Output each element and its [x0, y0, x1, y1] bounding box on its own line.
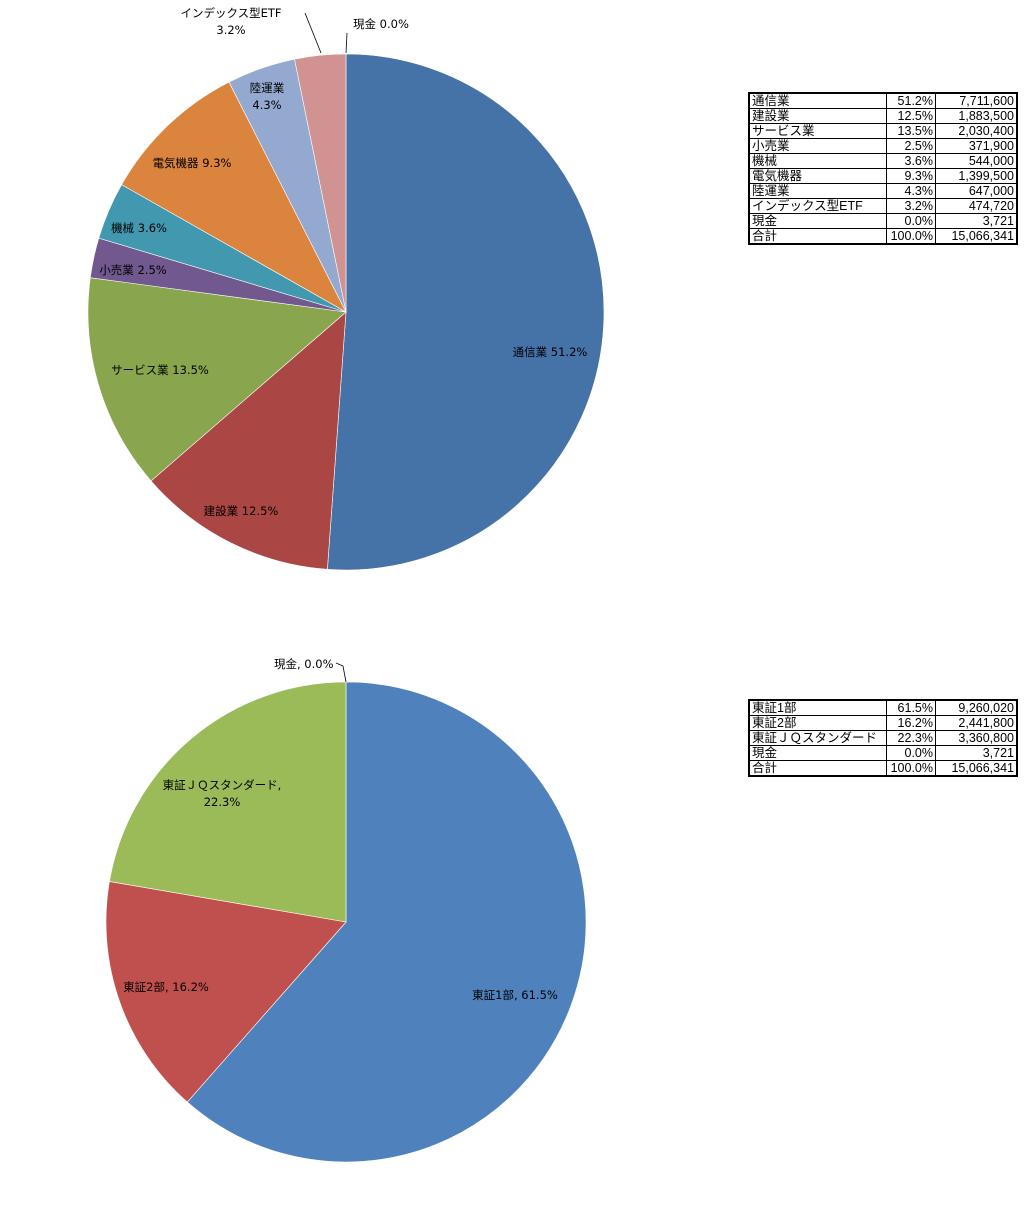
table-row: 小売業 2.5% 371,900	[749, 138, 1017, 154]
table-cell-percent: 100.0%	[886, 760, 936, 776]
slice-label: サービス業 13.5%	[111, 363, 209, 377]
leader-line	[335, 662, 347, 683]
pie-slice	[87, 277, 347, 482]
table-cell-name: 電気機器	[749, 168, 887, 184]
slice-label: 通信業 51.2%	[513, 345, 588, 359]
pie-slice	[294, 53, 347, 313]
table-cell-percent: 3.6%	[886, 153, 936, 169]
table-cell-amount: 1,883,500	[935, 108, 1017, 124]
table-row: 東証1部 61.5% 9,260,020	[749, 700, 1017, 716]
slice-label: 東証1部, 61.5%	[472, 988, 558, 1002]
table-cell-percent: 9.3%	[886, 168, 936, 184]
table-cell-amount: 15,066,341	[935, 228, 1017, 244]
table-cell-amount: 3,721	[935, 213, 1017, 229]
slice-label: 機械 3.6%	[111, 221, 167, 235]
pie-slice	[186, 681, 587, 1163]
table-cell-name: 合計	[749, 760, 887, 776]
table-row: 電気機器 9.3% 1,399,500	[749, 168, 1017, 184]
slice-label: 電気機器 9.3%	[153, 156, 232, 170]
table-cell-percent: 13.5%	[886, 123, 936, 139]
table-cell-amount: 3,360,800	[935, 730, 1017, 746]
table-row: 東証ＪＱスタンダード 22.3% 3,360,800	[749, 730, 1017, 746]
table-cell-name: 東証ＪＱスタンダード	[749, 730, 887, 746]
table-cell-amount: 3,721	[935, 745, 1017, 761]
table-cell-percent: 16.2%	[886, 715, 936, 731]
slice-label: 東証2部, 16.2%	[123, 980, 209, 994]
table-cell-amount: 371,900	[935, 138, 1017, 154]
industry-pie-chart: 通信業 51.2% 建設業 12.5% サービス業 13.5% 小売業 2.5% 機械 …	[87, 6, 605, 571]
table-cell-name: 小売業	[749, 138, 887, 154]
table-cell-name: 現金	[749, 745, 887, 761]
pie-slice	[105, 881, 347, 1103]
market-pie-chart: 東証1部, 61.5% 東証2部, 16.2% 東証ＪＱスタンダード, 22.3% 現金…	[105, 657, 587, 1163]
table-row: 通信業 51.2% 7,711,600	[749, 93, 1017, 109]
table-cell-percent: 100.0%	[886, 228, 936, 244]
table-row: 建設業 12.5% 1,883,500	[749, 108, 1017, 124]
pie-slice	[327, 53, 605, 571]
table-row: 陸運業 4.3% 647,000	[749, 183, 1017, 199]
table-cell-name: 陸運業	[749, 183, 887, 199]
slice-label: 現金, 0.0%	[274, 657, 334, 671]
industry-table: 通信業 51.2% 7,711,600 建設業 12.5% 1,883,500 サービス業 1…	[748, 92, 1018, 245]
table-cell-percent: 22.3%	[886, 730, 936, 746]
table-row: 機械 3.6% 544,000	[749, 153, 1017, 169]
table-cell-name: インデックス型ETF	[749, 198, 887, 214]
market-table: 東証1部 61.5% 9,260,020 東証2部 16.2% 2,441,800 東証ＪＱ…	[748, 699, 1018, 777]
table-cell-name: サービス業	[749, 123, 887, 139]
table-cell-percent: 51.2%	[886, 93, 936, 109]
table-cell-percent: 0.0%	[886, 745, 936, 761]
table-cell-name: 合計	[749, 228, 887, 244]
table-cell-amount: 1,399,500	[935, 168, 1017, 184]
table-row: 合計 100.0% 15,066,341	[749, 228, 1017, 244]
table-cell-percent: 3.2%	[886, 198, 936, 214]
table-cell-amount: 9,260,020	[935, 700, 1017, 716]
table-cell-amount: 544,000	[935, 153, 1017, 169]
slice-label: 陸運業	[250, 81, 285, 95]
table-cell-percent: 61.5%	[886, 700, 936, 716]
slice-label-value: 4.3%	[252, 98, 281, 112]
slice-label: 小売業 2.5%	[99, 263, 166, 277]
table-row: 現金 0.0% 3,721	[749, 213, 1017, 229]
slice-label: 建設業 12.5%	[204, 504, 279, 518]
table-cell-name: 通信業	[749, 93, 887, 109]
slice-label: 東証ＪＱスタンダード,	[163, 778, 282, 792]
table-cell-amount: 7,711,600	[935, 93, 1017, 109]
slice-label: 現金 0.0%	[353, 17, 409, 31]
table-cell-percent: 0.0%	[886, 213, 936, 229]
table-row: 現金 0.0% 3,721	[749, 745, 1017, 761]
table-row: サービス業 13.5% 2,030,400	[749, 123, 1017, 139]
table-cell-name: 東証2部	[749, 715, 887, 731]
pie-slice	[150, 311, 347, 570]
slice-label-value: 22.3%	[204, 795, 241, 809]
leader-line	[345, 32, 348, 54]
table-cell-name: 機械	[749, 153, 887, 169]
pie-slice	[121, 81, 347, 313]
table-row: 合計 100.0% 15,066,341	[749, 760, 1017, 776]
table-cell-amount: 15,066,341	[935, 760, 1017, 776]
table-cell-percent: 4.3%	[886, 183, 936, 199]
table-cell-amount: 2,030,400	[935, 123, 1017, 139]
table-cell-amount: 474,720	[935, 198, 1017, 214]
table-row: インデックス型ETF 3.2% 474,720	[749, 198, 1017, 214]
slice-label-value: 3.2%	[216, 23, 245, 37]
table-cell-name: 現金	[749, 213, 887, 229]
pie-slice	[109, 681, 347, 923]
table-cell-percent: 2.5%	[886, 138, 936, 154]
table-cell-name: 東証1部	[749, 700, 887, 716]
leader-line	[304, 12, 322, 54]
table-cell-percent: 12.5%	[886, 108, 936, 124]
table-cell-name: 建設業	[749, 108, 887, 124]
table-cell-amount: 647,000	[935, 183, 1017, 199]
table-cell-amount: 2,441,800	[935, 715, 1017, 731]
table-row: 東証2部 16.2% 2,441,800	[749, 715, 1017, 731]
slice-label: インデックス型ETF	[180, 6, 281, 20]
